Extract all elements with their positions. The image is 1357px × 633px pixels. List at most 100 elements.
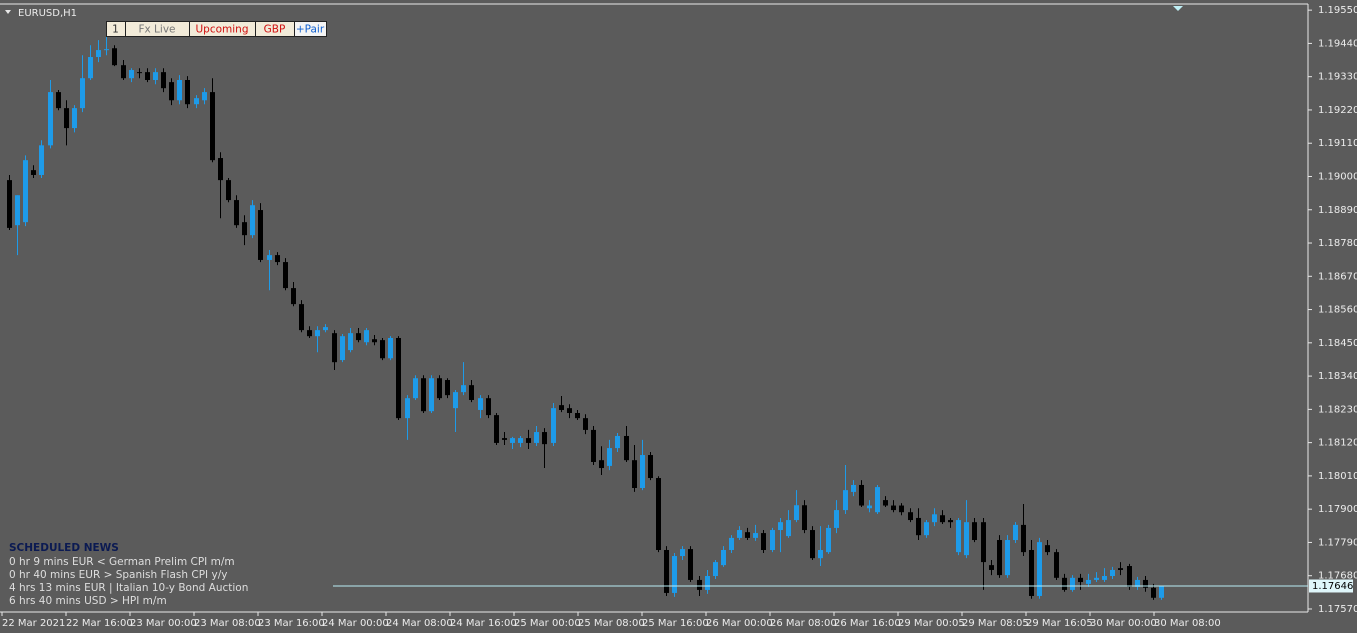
current-price-box <box>1309 579 1353 593</box>
candle-body <box>129 70 134 79</box>
candle-body <box>283 262 288 289</box>
candle-body <box>372 339 377 343</box>
candle-body <box>1135 579 1140 587</box>
candle-body <box>851 484 856 492</box>
candle-body <box>380 340 385 359</box>
candle-body <box>891 505 896 511</box>
candle-body <box>518 438 523 443</box>
x-tick-label: 22 Mar 16:00 <box>66 618 133 629</box>
y-tick-label: 1.19110 <box>1318 138 1357 149</box>
y-tick-label: 1.17680 <box>1318 571 1357 582</box>
news-item: 0 hr 9 mins EUR < German Prelim CPI m/m <box>9 556 235 568</box>
candle-body <box>1054 552 1059 578</box>
button-label[interactable]: Fx Live <box>138 24 175 36</box>
candle-body <box>64 108 69 129</box>
button-label[interactable]: 1 <box>112 24 119 36</box>
candle-body <box>956 520 961 553</box>
candle-body <box>1070 577 1075 590</box>
candle-body <box>672 556 677 593</box>
y-tick-label: 1.18230 <box>1318 404 1357 415</box>
candle-body <box>1045 545 1050 553</box>
x-tick-label: 25 Mar 00:00 <box>514 618 581 629</box>
candle-body <box>48 92 53 146</box>
candle-body <box>194 98 199 105</box>
symbol-label: EURUSD,H1 <box>18 8 77 19</box>
candle-body <box>218 158 223 181</box>
candle-body <box>599 460 604 469</box>
candle-body <box>729 537 734 550</box>
news-item: 6 hrs 40 mins USD > HPI m/m <box>9 595 167 607</box>
button-face[interactable] <box>294 21 327 37</box>
candle-body <box>875 487 880 513</box>
candle-body <box>315 330 320 337</box>
candle-body <box>575 412 580 419</box>
candle-body <box>1127 566 1132 587</box>
y-tick-label: 1.18780 <box>1318 238 1357 249</box>
candle-body <box>80 78 85 109</box>
candle-body <box>721 549 726 566</box>
candle-body <box>826 527 831 553</box>
candle-body <box>510 438 515 443</box>
candle-body <box>908 512 913 521</box>
candle-body <box>291 288 296 305</box>
candle-body <box>104 49 109 51</box>
candle-body <box>551 408 556 443</box>
candle-body <box>542 432 547 445</box>
button-label[interactable]: GBP <box>264 24 286 36</box>
candle-body <box>761 533 766 550</box>
candle-body <box>770 530 775 550</box>
news-title: SCHEDULED NEWS <box>9 542 119 554</box>
candle-body <box>624 435 629 461</box>
y-tick-label: 1.18340 <box>1318 371 1357 382</box>
news-item: 0 hr 40 mins EUR > Spanish Flash CPI y/y <box>9 569 227 581</box>
candle-body <box>1151 587 1156 598</box>
candle-body <box>210 92 215 161</box>
button-label[interactable]: Upcoming <box>195 24 248 36</box>
candle-body <box>745 532 750 538</box>
x-tick-label: 26 Mar 08:00 <box>770 618 837 629</box>
candle-body <box>1005 540 1010 576</box>
candle-body <box>429 378 434 412</box>
current-price-label: 1.17646 <box>1312 581 1353 592</box>
candle-body <box>632 460 637 488</box>
candle-body <box>1086 579 1091 584</box>
candle-body <box>615 435 620 449</box>
candle-body <box>1159 585 1164 598</box>
shift-marker <box>1173 6 1183 11</box>
candle-body <box>421 378 426 412</box>
candle-body <box>688 549 693 580</box>
candle-body <box>753 533 758 538</box>
candle-body <box>981 522 986 563</box>
symbol-menu-arrow[interactable] <box>5 10 11 14</box>
candle-body <box>56 92 61 109</box>
candle-body <box>964 522 969 556</box>
candle-body <box>972 522 977 541</box>
candle-body <box>112 48 117 66</box>
toolbar-button[interactable]: GBP <box>255 21 295 37</box>
toolbar: 1 Fx Live Upcoming GBP +Pair <box>106 21 327 37</box>
toolbar-button[interactable]: Upcoming <box>189 21 256 37</box>
candle-body <box>810 530 815 559</box>
toolbar-button[interactable]: 1 <box>106 21 126 37</box>
x-tick-label: 24 Mar 08:00 <box>386 618 453 629</box>
candle-body <box>948 520 953 523</box>
button-label[interactable]: +Pair <box>296 24 325 36</box>
y-tick-label: 1.18450 <box>1318 338 1357 349</box>
y-tick-label: 1.18670 <box>1318 271 1357 282</box>
candle-body <box>307 330 312 337</box>
candle-body <box>461 385 466 393</box>
toolbar-button[interactable]: +Pair <box>294 21 327 37</box>
candle-body <box>96 50 101 58</box>
candle-body <box>1078 577 1083 583</box>
candle-body <box>883 500 888 506</box>
candle-body <box>705 576 710 590</box>
candle-body <box>1021 524 1026 553</box>
candle-body <box>867 505 872 509</box>
toolbar-button[interactable]: Fx Live <box>125 21 190 37</box>
candle-body <box>226 180 231 201</box>
candle-body <box>1013 524 1018 541</box>
y-tick-label: 1.17570 <box>1318 604 1357 615</box>
candle-body <box>1102 576 1107 580</box>
candle-body <box>997 540 1002 576</box>
